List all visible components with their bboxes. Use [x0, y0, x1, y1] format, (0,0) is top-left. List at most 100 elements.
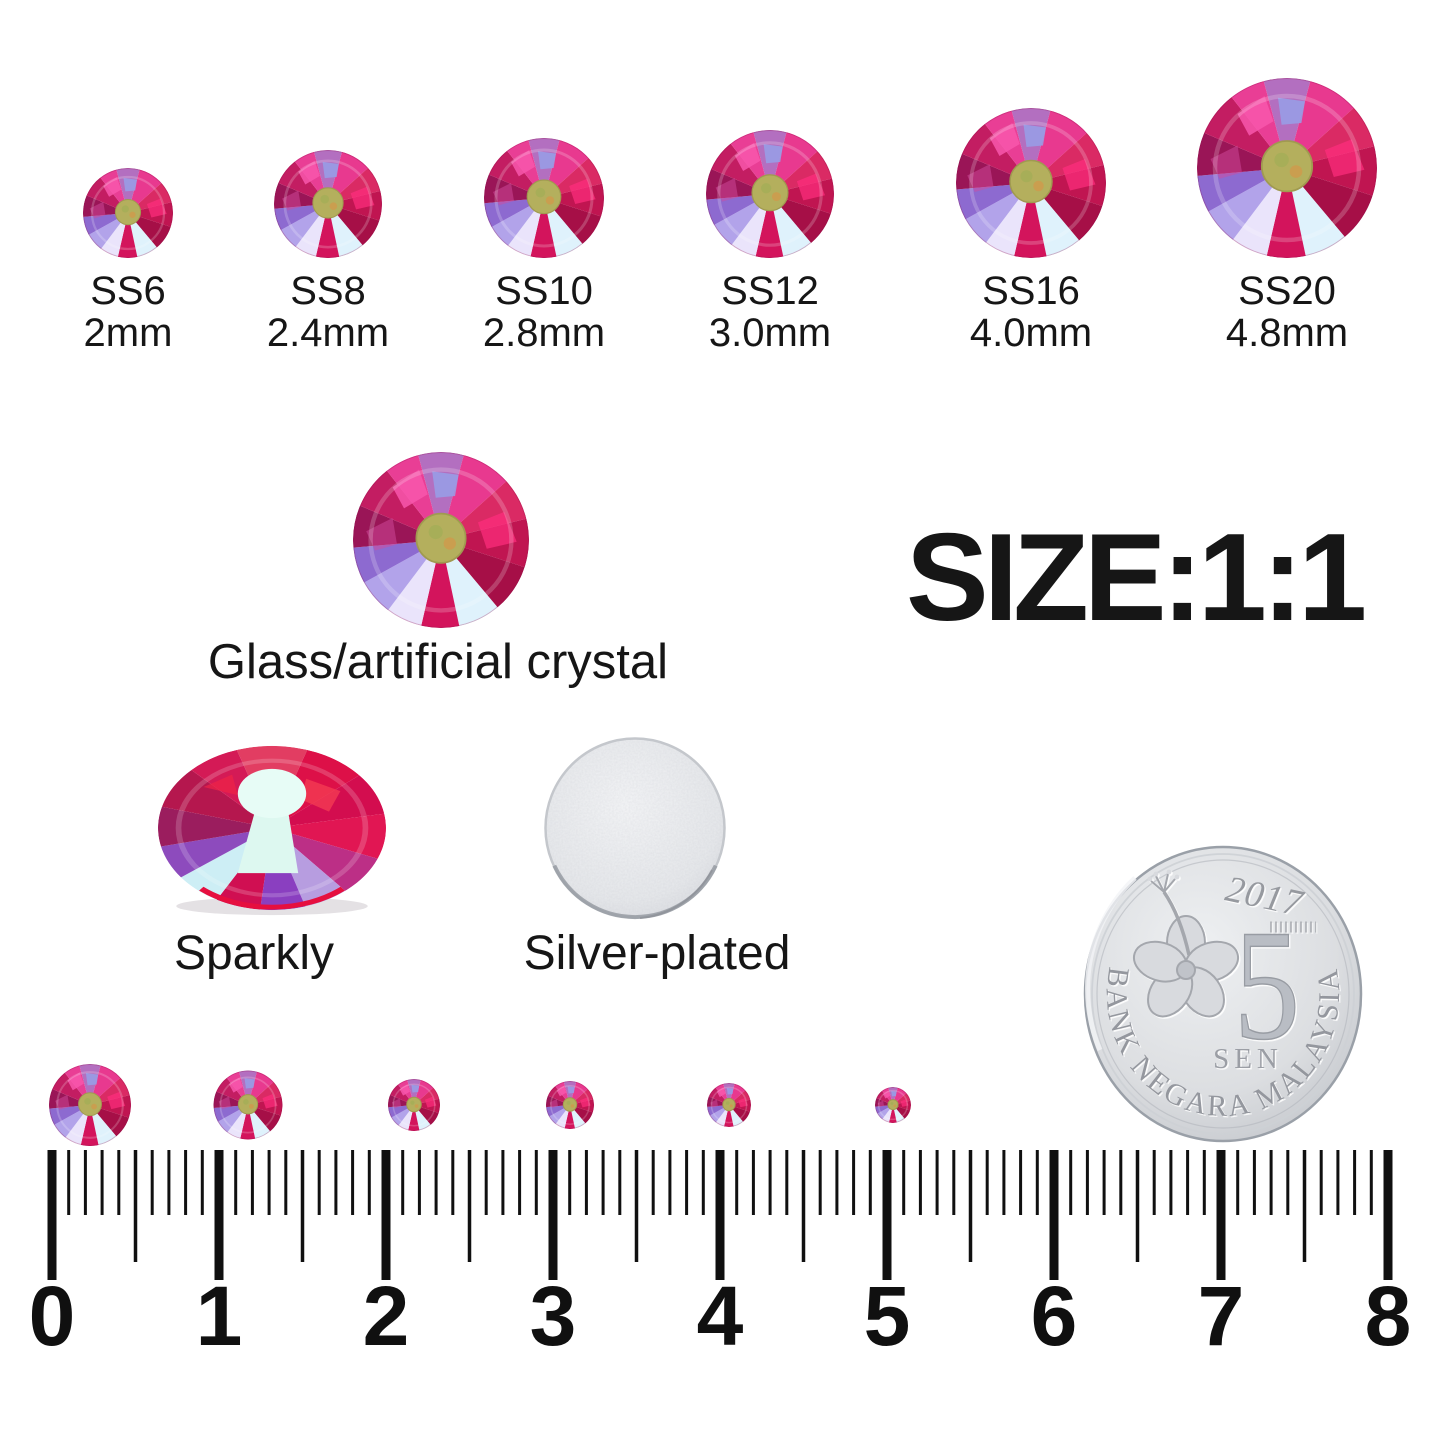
facet-patch: [567, 1086, 575, 1094]
facet-patch: [734, 142, 761, 171]
facet-patch: [300, 778, 341, 812]
size-label-ss6: SS6 2mm: [18, 270, 238, 354]
facet-patch: [350, 186, 375, 210]
ruler-minor-tick: [1319, 1150, 1323, 1215]
facet-patch: [411, 1084, 420, 1093]
ruler-minor-tick: [334, 1150, 338, 1215]
ruler-number-6: 6: [1031, 1269, 1078, 1363]
facet-patch: [322, 161, 339, 179]
ruler-minor-tick: [117, 1150, 121, 1215]
ruler-minor-tick: [1353, 1150, 1357, 1215]
ruler-minor-tick: [1069, 1150, 1073, 1215]
size-label-ss8: SS8 2.4mm: [218, 270, 438, 354]
coin-inner-ring2: [1096, 859, 1350, 1129]
ruler-major-tick: [47, 1150, 57, 1280]
ruler-minor-tick: [618, 1150, 622, 1215]
ruler-minor-tick: [1252, 1150, 1256, 1215]
facet-patch: [218, 1096, 231, 1110]
sparkly-gem: [158, 745, 386, 911]
gem-table-facet: [78, 1092, 102, 1117]
actual-size-gem: [546, 1081, 594, 1129]
ruler-minor-tick: [1269, 1150, 1273, 1215]
size-code: SS12: [721, 269, 819, 313]
ruler-minor-tick: [785, 1150, 789, 1215]
actual-size-gem: [875, 1087, 911, 1123]
facet-patch: [989, 123, 1020, 156]
facet-patch: [1210, 145, 1242, 179]
ruler-minor-tick: [1019, 1150, 1023, 1215]
facet-patch: [1278, 97, 1305, 125]
ruler-minor-tick: [434, 1150, 438, 1215]
facet-patch: [432, 471, 459, 498]
ruler-minor-tick: [634, 1150, 639, 1262]
facet-patch: [511, 150, 535, 177]
front-caption: Sparkly: [173, 927, 335, 980]
ruler-minor-tick: [317, 1150, 321, 1215]
ruler-number-4: 4: [697, 1269, 744, 1363]
coin-unit: SEN: [1213, 1043, 1283, 1075]
disc-edge-line: [639, 869, 713, 919]
facet-patch: [123, 177, 137, 192]
size-label-ss16: SS16 4.0mm: [921, 270, 1141, 354]
ruler-minor-tick: [1002, 1150, 1006, 1215]
size-code: SS6: [90, 269, 166, 313]
ruler-minor-tick: [835, 1150, 839, 1215]
gem-highlight: [237, 768, 307, 819]
facet-patch: [967, 164, 994, 192]
ruler-minor-tick: [902, 1150, 906, 1215]
facet-patch: [1237, 96, 1274, 136]
coin: 2017 5 SEN BANK NEGARA MALAYSIA: [1083, 845, 1363, 1143]
coin-engraving: 2017 5 SEN BANK NEGARA MALAYSIA: [1100, 869, 1344, 1124]
facet-patch: [203, 774, 238, 796]
facet-patch: [569, 178, 596, 204]
facet-patch: [89, 201, 106, 219]
ruler-minor-tick: [668, 1150, 672, 1215]
gem-table-facet: [1260, 140, 1314, 193]
ruler-minor-tick: [1169, 1150, 1173, 1215]
gem-table-facet: [722, 1097, 736, 1112]
ruler-minor-tick: [67, 1150, 71, 1215]
back-caption: Silver-plated: [523, 927, 791, 980]
facet-patch: [67, 1072, 84, 1091]
ruler-major-tick: [1216, 1150, 1226, 1280]
ruler-minor-tick: [133, 1150, 138, 1262]
ruler-minor-tick: [1152, 1150, 1156, 1215]
facet-patch: [556, 1085, 567, 1097]
ruler-minor-tick: [651, 1150, 655, 1215]
facet-patch: [1023, 124, 1046, 147]
ruler-minor-tick: [852, 1150, 856, 1215]
facet-patch: [262, 1093, 278, 1109]
facet-patch: [877, 1100, 884, 1108]
ruler-number-7: 7: [1198, 1269, 1245, 1363]
ruler-minor-tick: [751, 1150, 755, 1215]
ruler-minor-tick: [1202, 1150, 1206, 1215]
ruler-major-tick: [1383, 1150, 1393, 1280]
size-chart-gem-ss10: [484, 138, 604, 258]
ruler-minor-tick: [701, 1150, 705, 1215]
ruler-major-tick: [1049, 1150, 1059, 1280]
ruler-minor-tick: [1286, 1150, 1290, 1215]
ruler-minor-tick: [818, 1150, 822, 1215]
facet-patch: [763, 144, 783, 164]
size-code: SS10: [495, 269, 593, 313]
size-code: SS20: [1238, 269, 1336, 313]
size-chart-gem-ss6: [83, 168, 173, 258]
size-chart-gem-ss12: [706, 130, 834, 258]
ruler-minor-tick: [1135, 1150, 1140, 1262]
gem-girdle-edge: [199, 886, 345, 910]
ruler-minor-tick: [451, 1150, 455, 1215]
ruler-number-5: 5: [864, 1269, 911, 1363]
ruler-minor-tick: [968, 1150, 973, 1262]
facet-patch: [477, 511, 517, 549]
ruler: 0 1 2 3 4 5 6 7 8: [29, 1150, 1411, 1363]
ruler-minor-tick: [918, 1150, 922, 1215]
ruler-minor-tick: [401, 1150, 405, 1215]
ruler-minor-tick: [1369, 1150, 1373, 1215]
ruler-minor-tick: [935, 1150, 939, 1215]
size-label-ss20: SS20 4.8mm: [1177, 270, 1397, 354]
ruler-minor-tick: [351, 1150, 355, 1215]
ruler-minor-tick: [467, 1150, 472, 1262]
facet-patch: [391, 1098, 401, 1109]
ruler-number-3: 3: [530, 1269, 577, 1363]
ruler-number-0: 0: [29, 1269, 76, 1363]
